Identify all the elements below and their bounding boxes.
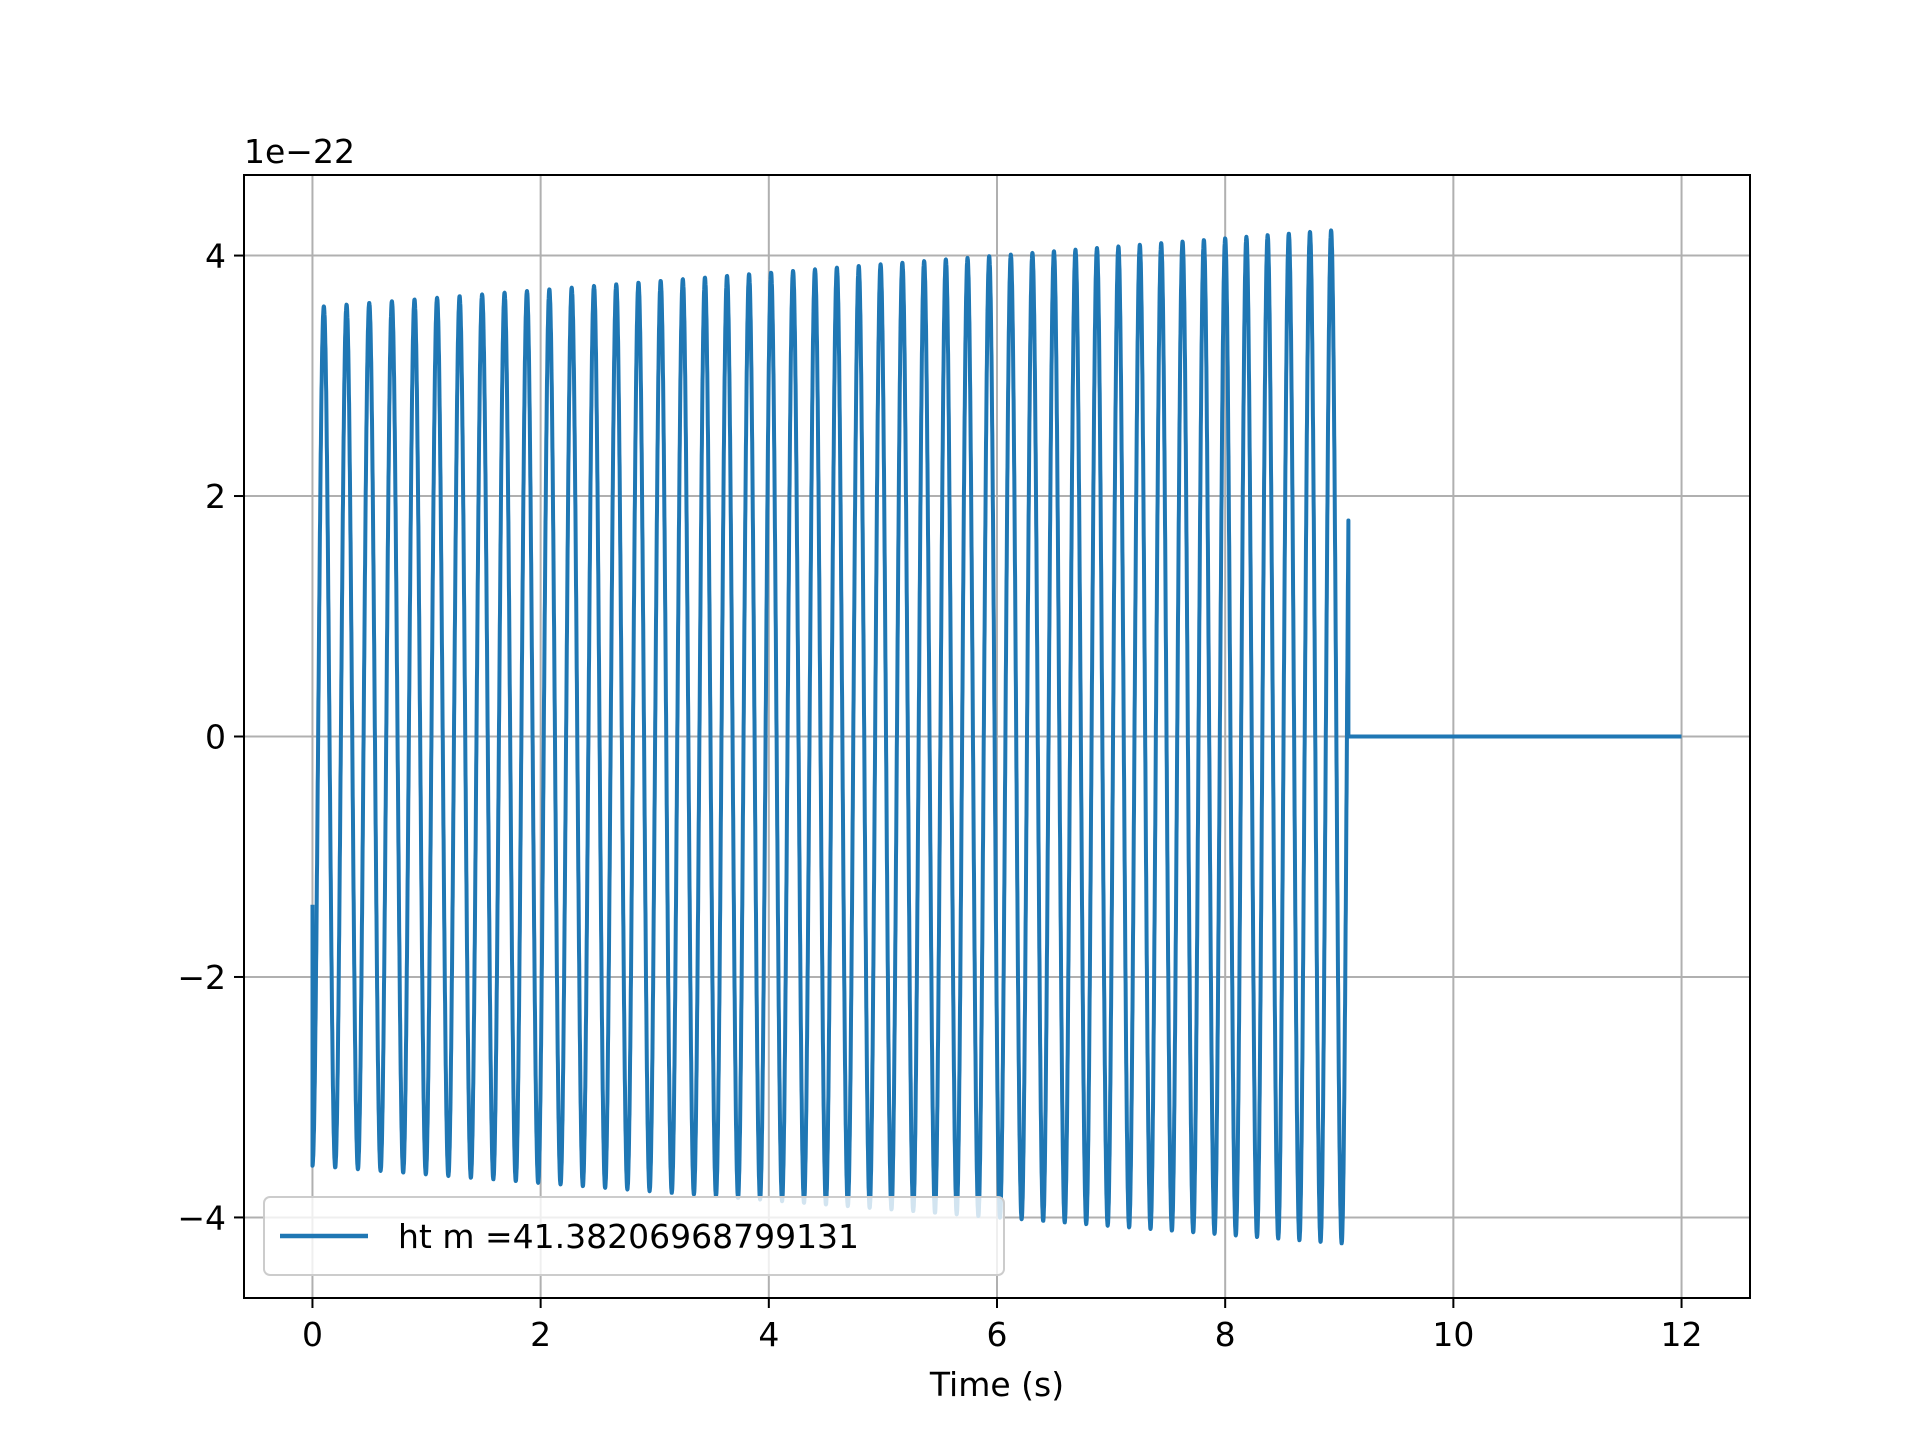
x-tick-label: 6 (987, 1315, 1008, 1354)
legend-box (263, 1196, 1005, 1276)
x-tick-label: 10 (1432, 1315, 1474, 1354)
y-scale-label: 1e−22 (244, 132, 355, 171)
series-line (310, 228, 1682, 1246)
y-tick-label: 2 (205, 477, 226, 516)
y-tick-label: 4 (205, 237, 226, 276)
legend-label: ht m =41.38206968799131 (398, 1217, 859, 1256)
ticks: 0 2 4 6 8 10 12 −4 −2 0 2 4 (177, 237, 1702, 1354)
series-layer (310, 228, 1682, 1246)
x-tick-label: 0 (302, 1315, 323, 1354)
x-axis-label: Time (s) (929, 1365, 1064, 1404)
legend: ht m =41.38206968799131 (263, 1196, 1005, 1276)
x-tick-label: 4 (758, 1315, 779, 1354)
x-tick-label: 8 (1215, 1315, 1236, 1354)
x-tick-label: 12 (1661, 1315, 1703, 1354)
y-tick-label: −4 (177, 1198, 226, 1237)
y-tick-label: −2 (177, 958, 226, 997)
x-tick-label: 2 (530, 1315, 551, 1354)
y-tick-label: 0 (205, 718, 226, 757)
